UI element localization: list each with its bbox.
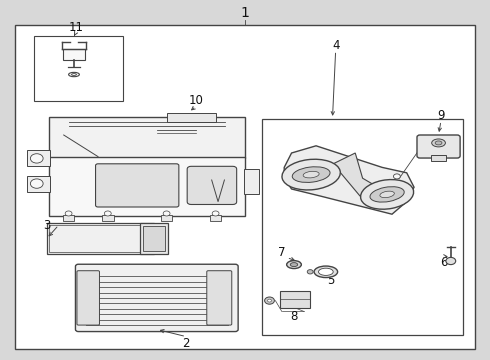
Text: 3: 3 — [43, 219, 50, 231]
FancyBboxPatch shape — [47, 223, 154, 254]
FancyBboxPatch shape — [417, 135, 460, 158]
Circle shape — [104, 211, 111, 216]
Text: 9: 9 — [437, 109, 445, 122]
Circle shape — [268, 299, 271, 302]
Bar — [27, 150, 50, 166]
Circle shape — [65, 211, 72, 216]
Bar — [140, 223, 168, 254]
Ellipse shape — [282, 159, 341, 190]
FancyBboxPatch shape — [49, 117, 245, 158]
Bar — [63, 49, 85, 60]
Bar — [143, 226, 165, 251]
Bar — [102, 215, 114, 221]
Circle shape — [163, 211, 170, 216]
Text: 7: 7 — [278, 246, 286, 258]
Circle shape — [446, 257, 456, 265]
FancyBboxPatch shape — [187, 166, 237, 204]
Text: 1: 1 — [241, 6, 249, 19]
Circle shape — [30, 179, 43, 188]
Bar — [262, 119, 463, 335]
Circle shape — [30, 154, 43, 163]
Ellipse shape — [290, 263, 297, 266]
FancyBboxPatch shape — [75, 264, 238, 332]
Circle shape — [393, 174, 400, 179]
Bar — [34, 36, 122, 101]
FancyBboxPatch shape — [77, 271, 99, 325]
Text: 10: 10 — [189, 94, 203, 107]
Bar — [280, 291, 310, 308]
Ellipse shape — [370, 187, 404, 202]
FancyBboxPatch shape — [49, 157, 245, 216]
Bar — [167, 113, 216, 122]
Bar — [431, 155, 446, 161]
Ellipse shape — [287, 261, 301, 269]
Polygon shape — [284, 146, 414, 214]
Text: 11: 11 — [69, 21, 83, 33]
Ellipse shape — [314, 266, 338, 278]
Ellipse shape — [435, 141, 442, 145]
Circle shape — [265, 297, 274, 304]
Ellipse shape — [361, 180, 414, 209]
Text: 4: 4 — [332, 39, 340, 51]
Text: 6: 6 — [440, 256, 447, 269]
Text: 5: 5 — [327, 274, 335, 287]
Circle shape — [307, 270, 313, 274]
FancyBboxPatch shape — [207, 271, 232, 325]
Bar — [63, 215, 74, 221]
Circle shape — [212, 211, 219, 216]
Ellipse shape — [303, 171, 319, 178]
Polygon shape — [333, 153, 375, 196]
FancyBboxPatch shape — [96, 164, 179, 207]
Ellipse shape — [69, 72, 79, 77]
Bar — [161, 215, 172, 221]
Ellipse shape — [72, 74, 76, 76]
Ellipse shape — [292, 167, 330, 183]
Ellipse shape — [380, 191, 394, 198]
Ellipse shape — [318, 268, 333, 275]
Bar — [244, 169, 259, 194]
Bar — [27, 176, 50, 192]
Text: 2: 2 — [182, 337, 190, 350]
Text: 8: 8 — [290, 310, 298, 323]
Bar — [210, 215, 221, 221]
Ellipse shape — [432, 139, 445, 147]
